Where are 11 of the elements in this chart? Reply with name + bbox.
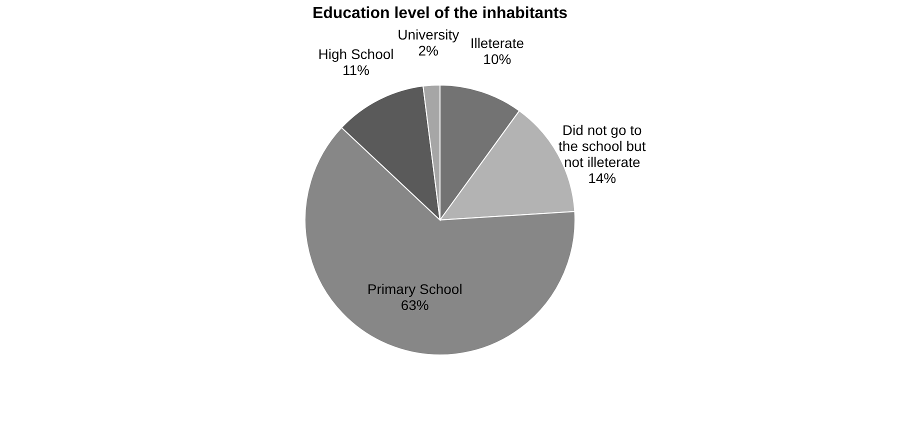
- slice-label: University: [398, 26, 460, 42]
- slice-label: Illeterate: [470, 35, 524, 52]
- slice-label: Did not go to the school but not illeterate: [558, 122, 646, 170]
- data-label: 63%: [400, 296, 429, 313]
- chart-title: Education level of the inhabitants: [312, 5, 568, 22]
- slice-label: High School: [318, 46, 394, 62]
- data-label: 11%: [342, 62, 370, 78]
- data-label: 2%: [418, 42, 438, 58]
- data-label: 14%: [588, 170, 616, 186]
- slice-label: Primary School: [367, 280, 462, 297]
- data-label: 10%: [483, 51, 512, 68]
